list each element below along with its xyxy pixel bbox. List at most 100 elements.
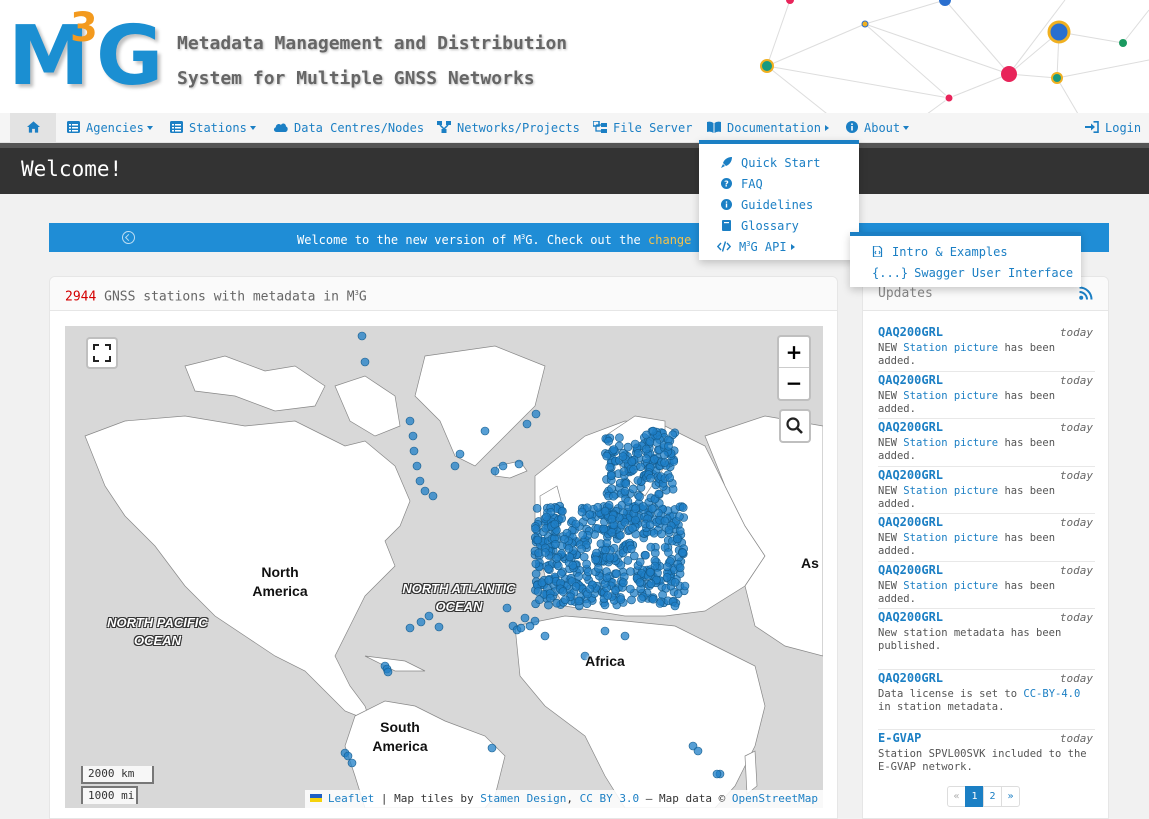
station-marker[interactable]	[487, 743, 497, 753]
nav-about[interactable]: About	[846, 113, 910, 143]
station-marker[interactable]	[664, 548, 673, 557]
station-marker[interactable]	[577, 544, 586, 554]
update-station-link[interactable]: QAQ200GRL	[878, 515, 944, 529]
station-marker[interactable]	[540, 631, 550, 641]
station-marker[interactable]	[558, 587, 568, 596]
station-marker[interactable]	[618, 452, 628, 461]
update-station-link[interactable]: QAQ200GRL	[878, 325, 944, 339]
station-marker[interactable]	[535, 595, 544, 605]
station-marker[interactable]	[490, 466, 500, 476]
station-marker[interactable]	[405, 416, 415, 426]
station-marker[interactable]	[568, 561, 578, 570]
station-marker[interactable]	[604, 436, 613, 446]
station-marker[interactable]	[593, 502, 603, 512]
station-marker[interactable]	[415, 476, 425, 486]
station-marker[interactable]	[498, 461, 508, 471]
station-marker[interactable]	[531, 524, 540, 533]
station-marker[interactable]	[678, 503, 688, 512]
station-marker[interactable]	[654, 489, 664, 499]
station-marker[interactable]	[646, 473, 655, 483]
station-marker[interactable]	[641, 444, 651, 454]
station-marker[interactable]	[615, 433, 624, 442]
nav-agencies[interactable]: Agencies	[67, 113, 153, 143]
station-marker[interactable]	[626, 567, 635, 576]
station-marker[interactable]	[347, 758, 357, 768]
rss-icon[interactable]	[1079, 286, 1093, 300]
change-log-link[interactable]: change lo	[648, 233, 714, 247]
update-station-link[interactable]: E-GVAP	[878, 731, 922, 745]
station-marker[interactable]	[583, 567, 593, 577]
leaflet-link[interactable]: Leaflet	[327, 792, 375, 805]
station-marker[interactable]	[607, 528, 617, 537]
station-marker[interactable]	[532, 504, 542, 513]
nav-home[interactable]	[10, 113, 56, 143]
station-marker[interactable]	[670, 577, 680, 587]
menu-glossary[interactable]: Glossary	[721, 219, 799, 233]
update-link[interactable]: Station picture	[903, 532, 999, 544]
station-marker[interactable]	[434, 622, 444, 632]
station-marker[interactable]	[602, 573, 612, 583]
station-marker[interactable]	[625, 584, 635, 594]
station-marker[interactable]	[662, 573, 672, 582]
station-marker[interactable]	[531, 569, 541, 579]
station-marker[interactable]	[652, 438, 662, 447]
station-marker[interactable]	[428, 491, 438, 501]
station-marker[interactable]	[480, 426, 490, 436]
station-marker[interactable]	[531, 409, 541, 419]
station-marker[interactable]	[680, 581, 690, 591]
station-marker[interactable]	[574, 572, 584, 581]
station-marker[interactable]	[560, 534, 569, 544]
station-markers[interactable]	[340, 331, 725, 779]
station-marker[interactable]	[658, 590, 667, 600]
station-marker[interactable]	[343, 751, 353, 761]
station-marker[interactable]	[662, 562, 672, 572]
station-marker[interactable]	[646, 542, 656, 552]
station-marker[interactable]	[616, 595, 626, 604]
station-marker[interactable]	[602, 538, 612, 548]
update-station-link[interactable]: QAQ200GRL	[878, 373, 944, 387]
arrow-left-circle-icon[interactable]	[122, 231, 135, 244]
update-station-link[interactable]: QAQ200GRL	[878, 420, 944, 434]
station-marker[interactable]	[637, 594, 646, 603]
station-marker[interactable]	[627, 595, 636, 605]
station-marker[interactable]	[648, 426, 658, 436]
pager-button[interactable]: »	[1001, 786, 1020, 807]
menu-quick-start[interactable]: Quick Start	[721, 156, 820, 170]
station-marker[interactable]	[424, 611, 434, 621]
station-marker[interactable]	[642, 454, 651, 463]
station-marker[interactable]	[565, 552, 575, 562]
menu-intro-examples[interactable]: Intro & Examples	[872, 245, 1008, 259]
station-marker[interactable]	[649, 455, 659, 464]
station-marker[interactable]	[645, 437, 655, 446]
pager-button[interactable]: 2	[983, 786, 1002, 807]
stations-map[interactable]: North America South America Africa As NO…	[65, 326, 823, 808]
station-marker[interactable]	[360, 357, 370, 367]
menu-faq[interactable]: ? FAQ	[721, 177, 763, 191]
station-marker[interactable]	[593, 563, 603, 573]
station-marker[interactable]	[607, 514, 617, 524]
station-marker[interactable]	[712, 769, 722, 779]
station-marker[interactable]	[623, 556, 633, 565]
station-marker[interactable]	[628, 484, 638, 494]
station-marker[interactable]	[580, 651, 590, 661]
station-marker[interactable]	[577, 507, 587, 517]
station-marker[interactable]	[564, 544, 574, 553]
station-marker[interactable]	[655, 599, 665, 608]
station-marker[interactable]	[642, 430, 651, 440]
osm-link[interactable]: OpenStreetMap	[731, 792, 818, 805]
station-marker[interactable]	[560, 595, 570, 605]
station-marker[interactable]	[650, 561, 660, 571]
station-marker[interactable]	[558, 506, 567, 516]
station-marker[interactable]	[542, 512, 551, 522]
station-marker[interactable]	[516, 623, 526, 633]
station-marker[interactable]	[631, 504, 640, 513]
station-marker[interactable]	[678, 548, 688, 558]
station-marker[interactable]	[607, 484, 616, 493]
station-marker[interactable]	[604, 500, 614, 510]
station-marker[interactable]	[531, 559, 541, 569]
station-marker[interactable]	[455, 449, 465, 459]
fullscreen-button[interactable]	[86, 337, 118, 369]
station-marker[interactable]	[450, 461, 460, 471]
license-link[interactable]: CC BY 3.0	[579, 792, 640, 805]
stamen-link[interactable]: Stamen Design	[480, 792, 567, 805]
